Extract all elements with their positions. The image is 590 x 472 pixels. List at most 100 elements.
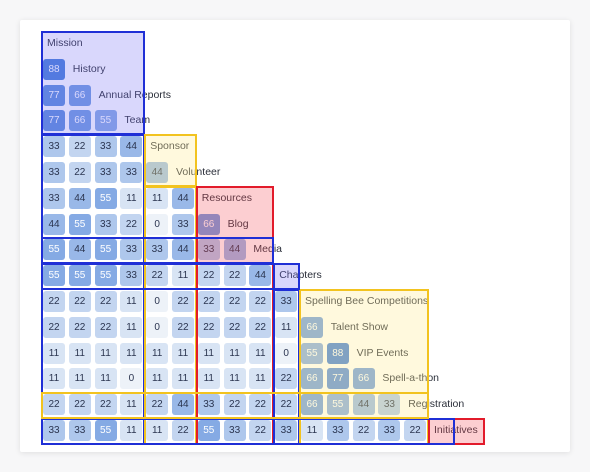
- matrix-cell: 11: [172, 265, 194, 287]
- matrix-cell: 77: [43, 84, 65, 106]
- matrix-cell: 55: [301, 342, 323, 364]
- matrix-cell: 11: [146, 342, 169, 364]
- matrix-cell: 55: [94, 265, 117, 287]
- matrix-cell: 22: [197, 291, 220, 312]
- matrix-cell: 11: [275, 316, 298, 338]
- matrix-cell: 11: [146, 187, 169, 209]
- matrix-cell: 88: [326, 342, 349, 364]
- matrix-cell: 22: [223, 291, 246, 312]
- matrix-cell: 11: [120, 342, 143, 364]
- matrix-cell: 44: [68, 239, 91, 261]
- matrix-cell: 44: [352, 394, 375, 416]
- matrix-cell: 33: [120, 265, 143, 287]
- matrix-cell: 33: [197, 394, 220, 416]
- matrix-cell: 11: [223, 342, 246, 364]
- matrix-cell: 66: [301, 394, 323, 416]
- matrix-cell: 33: [43, 162, 65, 183]
- matrix-cell: 0: [146, 316, 169, 338]
- item-label-sponsor: Sponsor: [150, 140, 190, 153]
- matrix-cell: 55: [94, 239, 117, 261]
- matrix-cell: 55: [43, 239, 65, 261]
- item-label-resources: Resources: [201, 191, 252, 204]
- matrix-cell: 22: [172, 420, 194, 441]
- matrix-cell: 11: [197, 342, 220, 364]
- matrix-cell: 55: [94, 420, 117, 441]
- matrix-cell: 33: [120, 239, 143, 261]
- matrix-cell: 11: [172, 342, 194, 364]
- matrix-cell: 44: [172, 187, 194, 209]
- matrix-cell: 22: [249, 316, 272, 338]
- matrix-cell: 11: [120, 187, 143, 209]
- matrix-cell: 11: [120, 394, 143, 416]
- matrix-cell: 44: [146, 162, 169, 183]
- matrix-cell: 22: [68, 291, 91, 312]
- matrix-cell: 55: [68, 265, 91, 287]
- item-label-spell-a-thon: Spell-a-thon: [382, 372, 440, 385]
- matrix-cell: 44: [172, 239, 194, 261]
- matrix-cell: 22: [249, 291, 272, 312]
- matrix-cell: 77: [43, 110, 65, 132]
- matrix-cell: 33: [326, 420, 349, 441]
- matrix-cell: 44: [68, 187, 91, 209]
- matrix-cell: 11: [223, 368, 246, 390]
- matrix-cell: 33: [120, 162, 143, 183]
- matrix-cell: 44: [43, 213, 65, 235]
- matrix-cell: 33: [275, 420, 298, 441]
- matrix-cell: 55: [197, 420, 220, 441]
- matrix-cell: 66: [301, 316, 323, 338]
- matrix-cell: 55: [326, 394, 349, 416]
- matrix-cell: 0: [275, 342, 298, 364]
- matrix-cell: 11: [68, 368, 91, 390]
- matrix-cell: 33: [94, 213, 117, 235]
- item-label-blog: Blog: [227, 217, 249, 230]
- matrix-cell: 33: [275, 291, 298, 312]
- matrix-cell: 11: [249, 342, 272, 364]
- matrix-cell: 22: [68, 136, 91, 158]
- matrix-cell: 66: [68, 84, 91, 106]
- matrix-cell: 55: [94, 110, 117, 132]
- matrix-cell: 33: [43, 420, 65, 441]
- matrix-cell: 22: [94, 394, 117, 416]
- matrix-cell: 22: [223, 394, 246, 416]
- matrix-cell: 22: [43, 291, 65, 312]
- matrix-cell: 22: [94, 291, 117, 312]
- matrix-cell: 22: [249, 394, 272, 416]
- item-label-talent-show: Talent Show: [330, 320, 388, 333]
- matrix-cell: 22: [68, 394, 91, 416]
- matrix-cell: 33: [378, 394, 401, 416]
- matrix-cell: 22: [43, 394, 65, 416]
- item-label-media: Media: [253, 243, 282, 256]
- matrix-cell: 44: [249, 265, 272, 287]
- matrix-cell: 22: [68, 162, 91, 183]
- item-label-vip-events: VIP Events: [356, 346, 409, 359]
- matrix-cell: 88: [43, 58, 65, 80]
- item-label-volunteer: Volunteer: [176, 166, 221, 178]
- matrix-cell: 22: [223, 316, 246, 338]
- matrix-cell: 22: [275, 394, 298, 416]
- matrix-cell: 22: [146, 265, 169, 287]
- matrix-cell: 22: [120, 213, 143, 235]
- matrix-cell: 11: [94, 368, 117, 390]
- matrix-cell: 33: [378, 420, 401, 441]
- matrix-cell: 33: [172, 213, 194, 235]
- matrix-cell: 44: [120, 136, 143, 158]
- matrix-cell: 22: [352, 420, 375, 441]
- matrix-cell: 33: [43, 187, 65, 209]
- matrix-cell: 22: [197, 316, 220, 338]
- matrix-cell: 55: [68, 213, 91, 235]
- matrix-cell: 11: [146, 420, 169, 441]
- item-label-mission: Mission: [47, 37, 83, 49]
- matrix-cell: 22: [275, 368, 298, 390]
- matrix-cell: 33: [146, 239, 169, 261]
- matrix-cell: 11: [120, 316, 143, 338]
- matrix-cell: 55: [43, 265, 65, 287]
- matrix-cell: 22: [146, 394, 169, 416]
- matrix-cell: 22: [68, 316, 91, 338]
- item-label-spelling-bee: Spelling Bee Competitions: [305, 295, 429, 307]
- matrix-cell: 22: [172, 316, 194, 338]
- matrix-cell: 44: [172, 394, 194, 416]
- matrix-cell: 44: [223, 239, 246, 261]
- matrix-cell: 66: [301, 368, 323, 390]
- matrix-cell: 22: [172, 291, 194, 312]
- matrix-cell: 33: [94, 136, 117, 158]
